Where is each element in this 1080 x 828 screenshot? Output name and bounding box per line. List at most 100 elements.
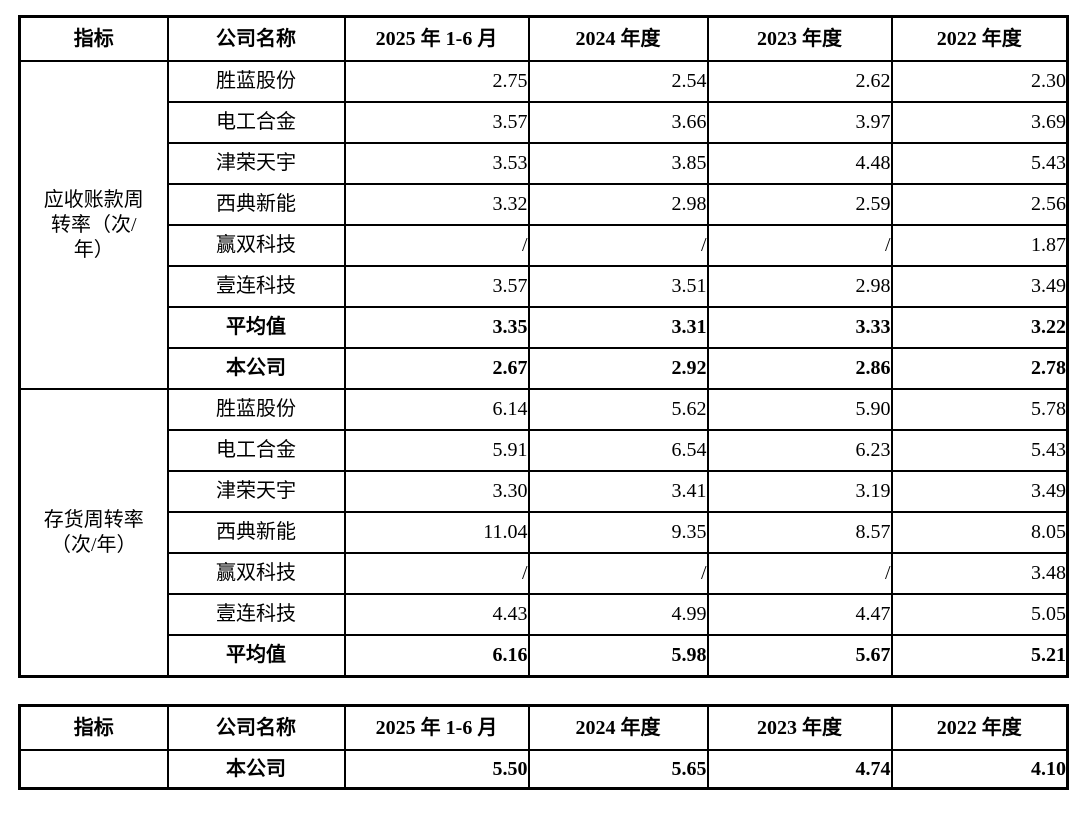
table-row: 西典新能 11.04 9.35 8.57 8.05 xyxy=(20,511,1069,554)
table1-header-2024: 2024 年度 xyxy=(527,15,709,62)
value-cell: 3.35 xyxy=(343,306,530,349)
value-cell: 2.86 xyxy=(706,347,893,390)
value-cell: 2.92 xyxy=(527,347,709,390)
value-cell: 3.22 xyxy=(890,306,1069,349)
table1-header-2023: 2023 年度 xyxy=(706,15,893,62)
company-cell: 电工合金 xyxy=(166,101,346,144)
table2-header-2024: 2024 年度 xyxy=(527,704,709,751)
company-cell: 西典新能 xyxy=(166,183,346,226)
value-cell: 4.10 xyxy=(890,749,1069,790)
value-cell: / xyxy=(527,224,709,267)
table-row: 平均值 6.16 5.98 5.67 5.21 xyxy=(20,634,1069,678)
value-cell: 3.49 xyxy=(890,470,1069,513)
value-cell: 4.99 xyxy=(527,593,709,636)
value-cell: 5.91 xyxy=(343,429,530,472)
value-cell: 5.50 xyxy=(343,749,530,790)
value-cell: 3.53 xyxy=(343,142,530,185)
value-cell: 5.43 xyxy=(890,142,1069,185)
value-cell: 5.05 xyxy=(890,593,1069,636)
value-cell: 3.97 xyxy=(706,101,893,144)
value-cell: 2.98 xyxy=(706,265,893,308)
value-cell: 3.69 xyxy=(890,101,1069,144)
table1-header-2025h1: 2025 年 1-6 月 xyxy=(343,15,530,62)
value-cell: 6.23 xyxy=(706,429,893,472)
table-row: 西典新能 3.32 2.98 2.59 2.56 xyxy=(20,183,1069,226)
company-cell: 胜蓝股份 xyxy=(166,60,346,103)
value-cell: 3.41 xyxy=(527,470,709,513)
table1-header-indicator: 指标 xyxy=(18,15,169,62)
table-row: 电工合金 5.91 6.54 6.23 5.43 xyxy=(20,429,1069,472)
value-cell: 5.90 xyxy=(706,388,893,431)
company-cell: 赢双科技 xyxy=(166,224,346,267)
table-row: 本公司 5.50 5.65 4.74 4.10 xyxy=(18,749,1069,790)
table2-header-company-name: 公司名称 xyxy=(166,704,346,751)
value-cell: 2.54 xyxy=(527,60,709,103)
value-cell: 2.56 xyxy=(890,183,1069,226)
company-cell: 胜蓝股份 xyxy=(166,388,346,431)
company-cell: 本公司 xyxy=(166,347,346,390)
value-cell: 4.74 xyxy=(706,749,893,790)
table1-header-2022: 2022 年度 xyxy=(890,15,1069,62)
table-row: 津荣天宇 3.30 3.41 3.19 3.49 xyxy=(20,470,1069,513)
company-cell: 本公司 xyxy=(166,749,346,790)
value-cell: 3.57 xyxy=(343,265,530,308)
value-cell: 5.65 xyxy=(527,749,709,790)
value-cell: 2.75 xyxy=(343,60,530,103)
value-cell: / xyxy=(343,552,530,595)
value-cell: 3.85 xyxy=(527,142,709,185)
value-cell: 5.78 xyxy=(890,388,1069,431)
value-cell: 6.16 xyxy=(343,634,530,678)
value-cell: 3.48 xyxy=(890,552,1069,595)
value-cell: 5.62 xyxy=(527,388,709,431)
company-turnover-table: 指标 公司名称 2025 年 1-6 月 2024 年度 2023 年度 202… xyxy=(18,704,1069,790)
table-row: 壹连科技 4.43 4.99 4.47 5.05 xyxy=(20,593,1069,636)
company-cell: 津荣天宇 xyxy=(166,142,346,185)
value-cell: 2.59 xyxy=(706,183,893,226)
company-cell: 西典新能 xyxy=(166,511,346,554)
value-cell: 3.57 xyxy=(343,101,530,144)
value-cell: 5.21 xyxy=(890,634,1069,678)
table-gap xyxy=(18,678,1066,704)
table-row: 应收账款周 转率（次/ 年） 胜蓝股份 2.75 2.54 2.62 2.30 xyxy=(18,60,1069,390)
indicator-cell: 存货周转率 （次/年） xyxy=(18,388,169,678)
table-row: 平均值 3.35 3.31 3.33 3.22 xyxy=(20,306,1069,349)
table1-header-company-name: 公司名称 xyxy=(166,15,346,62)
value-cell: 6.54 xyxy=(527,429,709,472)
company-cell: 电工合金 xyxy=(166,429,346,472)
value-cell: 3.66 xyxy=(527,101,709,144)
value-cell: 3.49 xyxy=(890,265,1069,308)
value-cell: / xyxy=(706,224,893,267)
value-cell: 3.32 xyxy=(343,183,530,226)
table2-header-2023: 2023 年度 xyxy=(706,704,893,751)
value-cell: 11.04 xyxy=(343,511,530,554)
company-cell: 平均值 xyxy=(166,306,346,349)
company-cell: 平均值 xyxy=(166,634,346,678)
table-row: 壹连科技 3.57 3.51 2.98 3.49 xyxy=(20,265,1069,308)
value-cell: 2.67 xyxy=(343,347,530,390)
table-row: 本公司 2.67 2.92 2.86 2.78 xyxy=(20,347,1069,390)
value-cell: 3.30 xyxy=(343,470,530,513)
value-cell: 2.98 xyxy=(527,183,709,226)
value-cell: 8.05 xyxy=(890,511,1069,554)
company-cell: 壹连科技 xyxy=(166,593,346,636)
indicator-cell: 应收账款周 转率（次/ 年） xyxy=(18,60,169,390)
table-row: 电工合金 3.57 3.66 3.97 3.69 xyxy=(20,101,1069,144)
table-row: 赢双科技 / //3.48 xyxy=(20,552,1069,595)
table-row: 赢双科技 / //1.87 xyxy=(20,224,1069,267)
value-cell: 4.47 xyxy=(706,593,893,636)
table2-header-2025h1: 2025 年 1-6 月 xyxy=(343,704,530,751)
value-cell: / xyxy=(343,224,530,267)
indicator-cell xyxy=(18,749,169,790)
value-cell: 2.30 xyxy=(890,60,1069,103)
value-cell: 3.51 xyxy=(527,265,709,308)
company-cell: 赢双科技 xyxy=(166,552,346,595)
table2-header-indicator: 指标 xyxy=(18,704,169,751)
company-cell: 津荣天宇 xyxy=(166,470,346,513)
value-cell: 5.43 xyxy=(890,429,1069,472)
table-row: 津荣天宇 3.53 3.85 4.48 5.43 xyxy=(20,142,1069,185)
value-cell: 4.48 xyxy=(706,142,893,185)
value-cell: 8.57 xyxy=(706,511,893,554)
value-cell: 5.67 xyxy=(706,634,893,678)
value-cell: / xyxy=(706,552,893,595)
